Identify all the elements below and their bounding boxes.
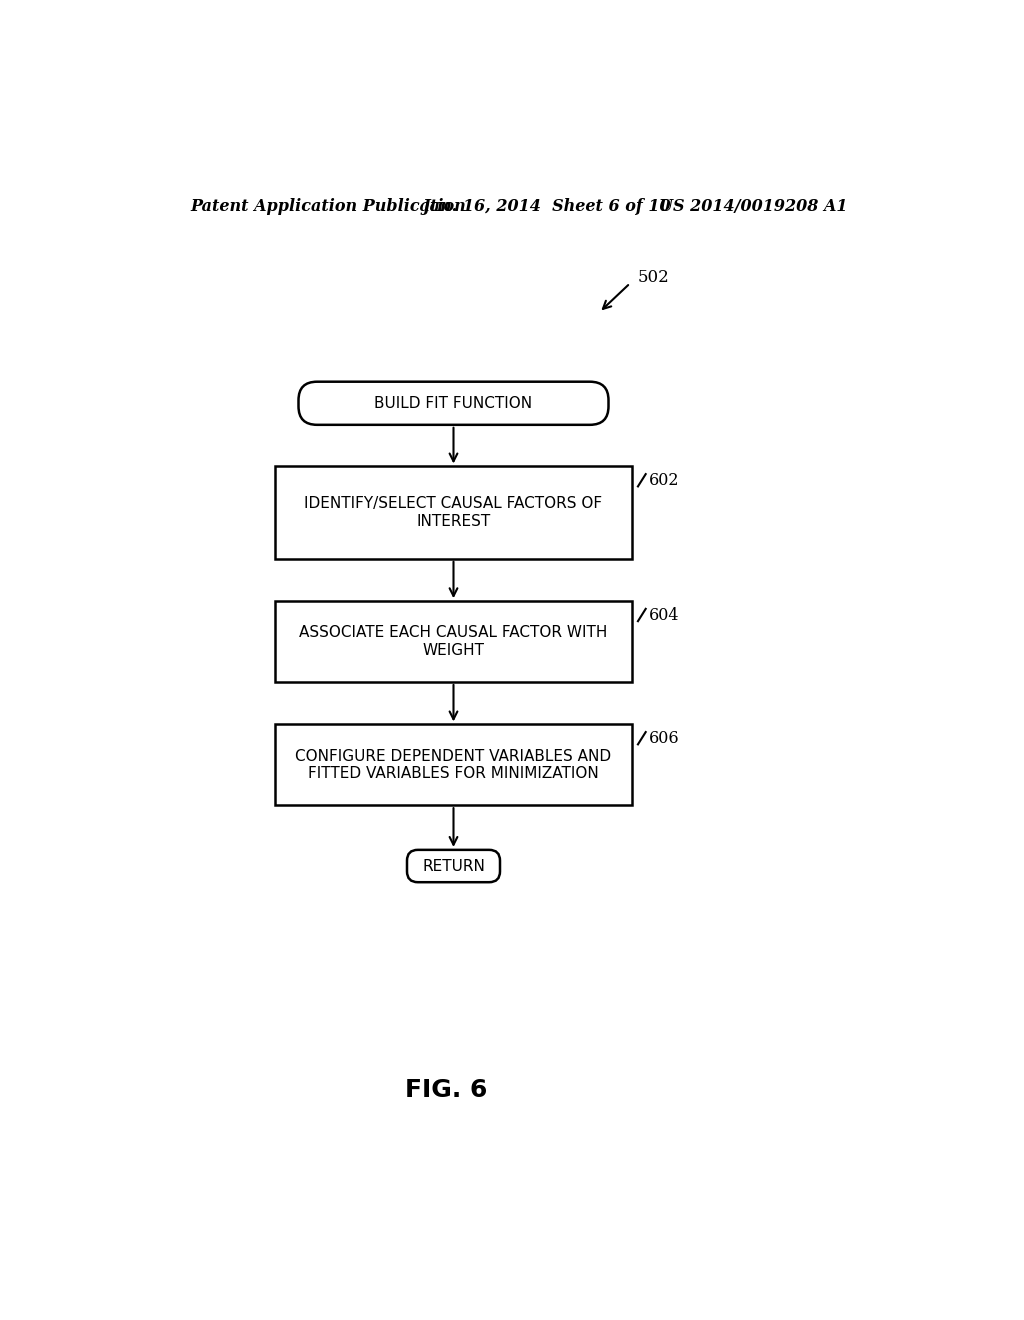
FancyBboxPatch shape <box>275 725 632 805</box>
Text: 604: 604 <box>649 606 679 623</box>
Text: 602: 602 <box>649 471 679 488</box>
Text: 502: 502 <box>638 269 670 286</box>
Text: US 2014/0019208 A1: US 2014/0019208 A1 <box>658 198 848 215</box>
Text: RETURN: RETURN <box>422 858 485 874</box>
FancyBboxPatch shape <box>275 601 632 682</box>
FancyBboxPatch shape <box>299 381 608 425</box>
Text: 606: 606 <box>649 730 680 747</box>
Text: Patent Application Publication: Patent Application Publication <box>190 198 466 215</box>
Text: FIG. 6: FIG. 6 <box>404 1078 487 1102</box>
Text: ASSOCIATE EACH CAUSAL FACTOR WITH
WEIGHT: ASSOCIATE EACH CAUSAL FACTOR WITH WEIGHT <box>299 626 607 657</box>
FancyBboxPatch shape <box>407 850 500 882</box>
Text: CONFIGURE DEPENDENT VARIABLES AND
FITTED VARIABLES FOR MINIMIZATION: CONFIGURE DEPENDENT VARIABLES AND FITTED… <box>296 748 611 781</box>
Text: Jan. 16, 2014  Sheet 6 of 10: Jan. 16, 2014 Sheet 6 of 10 <box>423 198 671 215</box>
Text: BUILD FIT FUNCTION: BUILD FIT FUNCTION <box>375 396 532 411</box>
Text: IDENTIFY/SELECT CAUSAL FACTORS OF
INTEREST: IDENTIFY/SELECT CAUSAL FACTORS OF INTERE… <box>304 496 602 529</box>
FancyBboxPatch shape <box>275 466 632 558</box>
